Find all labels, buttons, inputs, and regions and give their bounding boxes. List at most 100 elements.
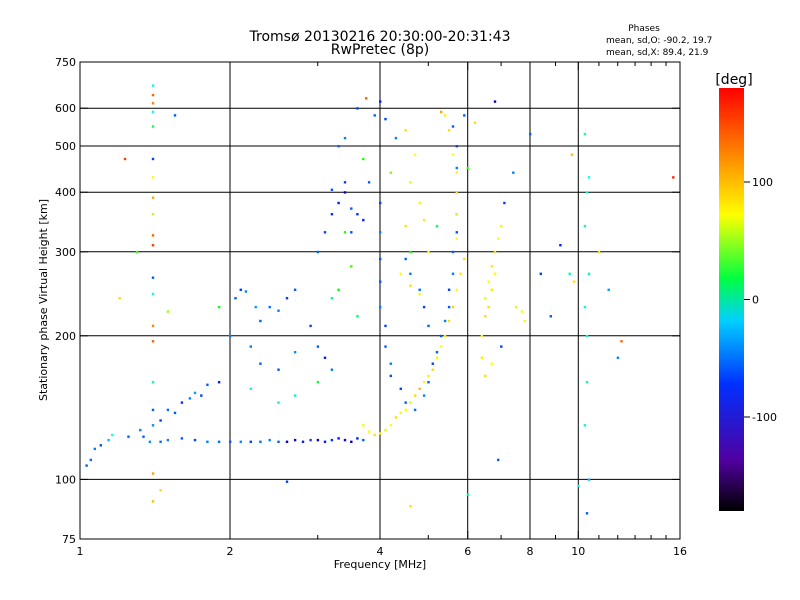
data-point bbox=[151, 276, 155, 279]
data-point bbox=[549, 315, 552, 318]
colorbar-ticks: 100 0 -100 bbox=[744, 176, 777, 424]
data-point bbox=[249, 387, 252, 390]
data-point bbox=[497, 458, 500, 462]
data-point bbox=[587, 176, 591, 179]
data-point bbox=[399, 387, 402, 390]
data-point bbox=[330, 188, 334, 191]
data-point bbox=[259, 319, 262, 323]
x-tick-label: 16 bbox=[673, 545, 687, 558]
data-point bbox=[399, 272, 402, 275]
colorbar-tick-label: 0 bbox=[752, 294, 759, 307]
data-point bbox=[173, 114, 177, 117]
data-point bbox=[293, 288, 297, 291]
data-point bbox=[343, 136, 347, 140]
data-point bbox=[239, 440, 242, 443]
data-point bbox=[451, 305, 455, 309]
data-point bbox=[409, 181, 412, 184]
data-point bbox=[89, 458, 92, 462]
data-point bbox=[337, 437, 340, 440]
data-point bbox=[490, 288, 493, 291]
data-point bbox=[217, 381, 221, 384]
data-point bbox=[455, 231, 458, 234]
data-point bbox=[389, 171, 392, 174]
data-point bbox=[585, 381, 589, 384]
data-point bbox=[350, 440, 353, 443]
data-point bbox=[384, 324, 387, 328]
y-tick-label: 200 bbox=[55, 330, 76, 343]
data-point bbox=[487, 305, 490, 309]
data-point bbox=[413, 408, 417, 412]
data-point bbox=[193, 391, 197, 395]
data-point bbox=[404, 224, 407, 228]
data-point bbox=[431, 362, 434, 365]
y-tick-label: 500 bbox=[55, 140, 76, 153]
data-point bbox=[193, 438, 197, 442]
data-point bbox=[268, 438, 271, 442]
data-point bbox=[455, 213, 458, 216]
data-point bbox=[587, 478, 591, 481]
data-point bbox=[151, 125, 155, 128]
data-point bbox=[379, 305, 382, 309]
data-point bbox=[234, 297, 237, 300]
data-point bbox=[585, 334, 589, 338]
data-point bbox=[343, 191, 347, 194]
data-point bbox=[503, 201, 506, 205]
data-point bbox=[523, 319, 526, 323]
data-point bbox=[583, 224, 587, 228]
data-point bbox=[466, 166, 470, 170]
data-point bbox=[427, 250, 430, 254]
data-point bbox=[490, 362, 493, 365]
data-point bbox=[451, 125, 455, 128]
data-point bbox=[229, 440, 232, 443]
data-point bbox=[399, 411, 402, 415]
data-point bbox=[180, 401, 184, 404]
data-point bbox=[316, 250, 320, 254]
data-point bbox=[217, 305, 221, 309]
data-point bbox=[151, 292, 155, 296]
y-tick-label: 600 bbox=[55, 102, 76, 115]
data-point bbox=[389, 374, 392, 378]
chart-title: Tromsø 20130216 20:30:00-20:31:43 bbox=[249, 29, 511, 45]
data-point bbox=[343, 438, 347, 442]
data-point bbox=[447, 305, 451, 309]
data-point bbox=[384, 428, 387, 432]
data-point bbox=[200, 394, 203, 397]
data-point bbox=[356, 437, 359, 440]
data-point bbox=[493, 250, 497, 254]
y-tick-label: 300 bbox=[55, 246, 76, 259]
data-point bbox=[379, 201, 382, 205]
data-point bbox=[379, 231, 382, 234]
data-point bbox=[343, 231, 347, 234]
data-point bbox=[350, 265, 353, 268]
data-point bbox=[356, 107, 359, 110]
data-point bbox=[249, 345, 252, 348]
data-point bbox=[151, 84, 155, 87]
data-point bbox=[107, 438, 110, 442]
data-point bbox=[435, 224, 439, 228]
data-point bbox=[490, 265, 493, 268]
data-point bbox=[487, 280, 490, 283]
data-points bbox=[85, 84, 675, 515]
data-point bbox=[463, 114, 466, 117]
data-point bbox=[293, 394, 297, 397]
grid-lines bbox=[80, 62, 680, 539]
data-point bbox=[244, 290, 248, 293]
data-point bbox=[607, 288, 610, 291]
data-point bbox=[323, 440, 327, 443]
data-point bbox=[583, 305, 587, 309]
data-point bbox=[512, 171, 515, 174]
chart-subtitle: RwPretec (8p) bbox=[331, 42, 429, 58]
axis-ticks: 1 2 4 6 8 10 16 75 100 200 300 400 500 600 750 bbox=[55, 56, 687, 558]
data-point bbox=[435, 356, 439, 359]
data-point bbox=[427, 324, 430, 328]
data-point bbox=[337, 288, 340, 291]
data-point bbox=[422, 394, 426, 397]
phase-stats-heading: Phases bbox=[628, 24, 660, 34]
x-axis-label: Frequency [MHz] bbox=[334, 558, 426, 571]
data-point bbox=[350, 207, 353, 210]
data-point bbox=[620, 340, 623, 343]
data-point bbox=[151, 408, 155, 412]
data-point bbox=[159, 489, 162, 492]
data-point bbox=[384, 117, 387, 121]
data-point bbox=[583, 424, 587, 427]
